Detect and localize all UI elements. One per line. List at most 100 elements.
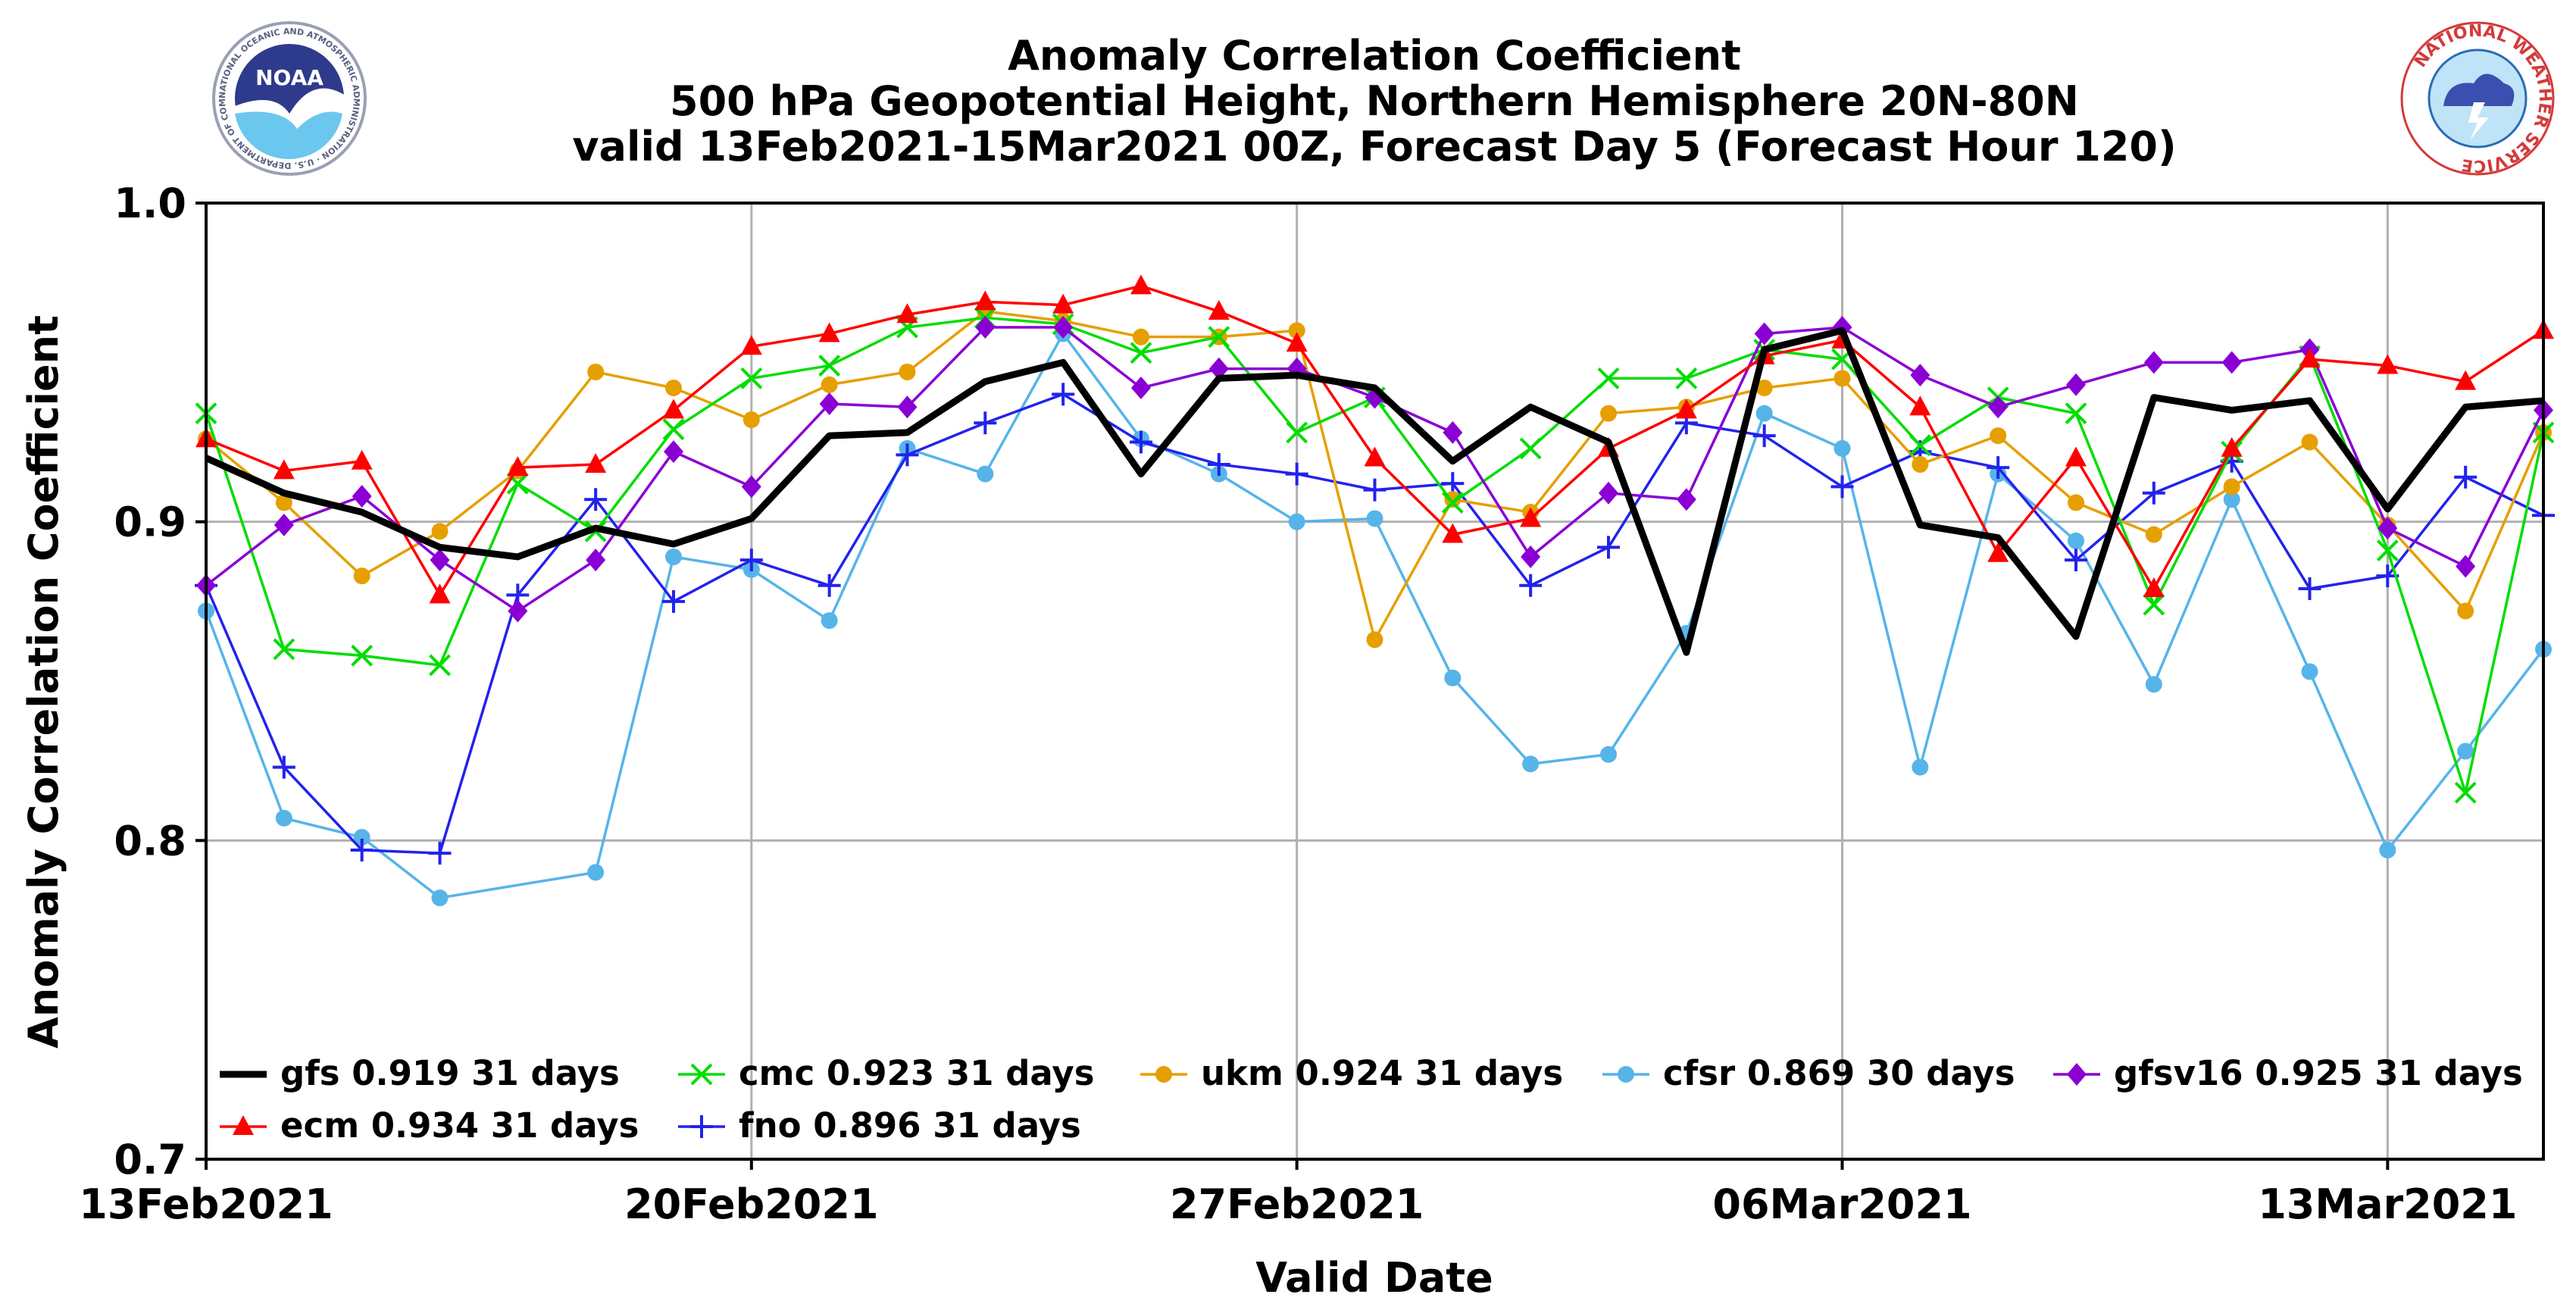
data-point-gfsv16 bbox=[975, 316, 996, 339]
data-point-fno bbox=[1363, 478, 1386, 502]
data-point-cmc bbox=[1519, 437, 1542, 460]
y-axis-label: Anomaly Correlation Coefficient bbox=[20, 315, 67, 1049]
series-line-gfsv16 bbox=[205, 326, 2545, 613]
series-layer bbox=[195, 274, 2555, 907]
data-point-ukm bbox=[1288, 322, 1305, 339]
data-point-ecm bbox=[1130, 274, 1152, 295]
x-tick-label: 20Feb2021 bbox=[624, 1180, 878, 1228]
data-point-ukm bbox=[821, 376, 838, 393]
data-point-gfsv16 bbox=[2377, 517, 2398, 540]
legend-label-ukm: ukm 0.924 31 days bbox=[1201, 1053, 1563, 1093]
data-point-cmc bbox=[1597, 367, 1620, 389]
legend-label-cmc: cmc 0.923 31 days bbox=[739, 1053, 1095, 1093]
data-point-cfsr bbox=[1522, 755, 1540, 773]
data-point-ecm bbox=[1208, 300, 1230, 320]
data-point-gfsv16 bbox=[1599, 481, 1618, 505]
data-point-ukm bbox=[1366, 631, 1383, 649]
legend-label-fno: fno 0.896 31 days bbox=[739, 1105, 1081, 1146]
data-point-gfsv16 bbox=[2221, 351, 2242, 374]
data-point-fno bbox=[1207, 452, 1230, 476]
data-point-fno bbox=[1830, 475, 1854, 499]
data-point-ukm bbox=[2145, 526, 2162, 543]
data-point-cfsr bbox=[1288, 513, 1305, 530]
data-point-ecm bbox=[740, 335, 762, 355]
data-point-ukm bbox=[2223, 478, 2240, 496]
data-point-gfsv16 bbox=[430, 549, 450, 572]
data-point-cmc bbox=[1208, 326, 1230, 349]
legend-label-cfsr: cfsr 0.869 30 days bbox=[1663, 1053, 2015, 1093]
data-point-gfsv16 bbox=[1208, 357, 1229, 380]
data-point-cfsr bbox=[1834, 439, 1851, 457]
data-point-cfsr bbox=[977, 465, 994, 483]
data-point-cmc bbox=[740, 367, 763, 389]
data-point-gfsv16 bbox=[819, 392, 839, 416]
data-point-ecm bbox=[273, 459, 295, 480]
data-point-fno bbox=[584, 488, 608, 511]
data-point-cmc bbox=[429, 654, 451, 677]
data-point-ukm bbox=[899, 363, 916, 380]
x-tick-label: 13Feb2021 bbox=[79, 1180, 333, 1228]
data-point-cfsr bbox=[2145, 676, 2162, 693]
data-point-cmc bbox=[2143, 593, 2165, 616]
data-point-ecm bbox=[663, 399, 684, 419]
data-point-ecm bbox=[2221, 436, 2243, 457]
data-point-ecm bbox=[1286, 332, 1308, 352]
data-point-fno bbox=[739, 549, 763, 572]
data-point-ecm bbox=[1909, 395, 1931, 416]
data-point-cfsr bbox=[2068, 532, 2084, 549]
data-point-cmc bbox=[351, 644, 374, 667]
data-point-cfsr bbox=[2301, 663, 2318, 680]
data-point-cfsr bbox=[275, 809, 292, 827]
data-point-gfsv16 bbox=[1910, 364, 1930, 387]
data-point-fno bbox=[1752, 424, 1776, 448]
data-point-ecm bbox=[2299, 348, 2321, 368]
data-point-ukm bbox=[2068, 494, 2084, 511]
data-point-ukm bbox=[1755, 379, 1773, 396]
data-point-ecm bbox=[974, 290, 996, 311]
data-point-ukm bbox=[275, 494, 292, 511]
data-point-fno bbox=[2142, 481, 2165, 505]
x-tick-label: 27Feb2021 bbox=[1170, 1180, 1424, 1228]
legend-item-gfs: gfs 0.919 31 days bbox=[220, 1053, 620, 1093]
legend-item-cfsr: cfsr 0.869 30 days bbox=[1602, 1053, 2015, 1093]
data-point-ecm bbox=[2377, 354, 2399, 374]
data-point-fno bbox=[1987, 456, 2010, 480]
data-point-ukm bbox=[1133, 328, 1149, 345]
data-point-ukm bbox=[431, 523, 449, 540]
data-point-gfsv16 bbox=[2456, 555, 2476, 578]
data-point-fno bbox=[1597, 536, 1620, 559]
data-point-cfsr bbox=[2457, 742, 2474, 760]
data-point-ecm bbox=[1442, 523, 1464, 543]
noaa-logo-text: NOAA bbox=[255, 65, 324, 90]
data-point-cfsr bbox=[2379, 841, 2396, 858]
data-point-gfsv16 bbox=[1754, 322, 1774, 345]
data-point-ukm bbox=[1834, 370, 1851, 387]
nws-logo: NATIONAL WEATHER SERVICE bbox=[2400, 21, 2555, 176]
data-point-fno bbox=[1441, 472, 1465, 496]
data-point-gfsv16 bbox=[508, 599, 528, 623]
series-line-gfs bbox=[205, 327, 2544, 656]
data-point-cmc bbox=[1909, 434, 1931, 457]
data-point-ukm bbox=[1600, 405, 1617, 422]
data-point-gfsv16 bbox=[1676, 488, 1696, 511]
data-point-ukm bbox=[665, 379, 682, 396]
data-point-cfsr bbox=[587, 864, 605, 881]
data-point-fno bbox=[662, 589, 685, 613]
data-point-fno bbox=[1285, 462, 1308, 486]
data-point-fno bbox=[2454, 465, 2478, 489]
data-point-cfsr bbox=[665, 548, 682, 565]
data-point-cfsr bbox=[431, 889, 449, 907]
data-point-gfsv16 bbox=[2066, 373, 2086, 396]
data-point-fno bbox=[272, 755, 295, 779]
data-point-ukm bbox=[587, 363, 605, 380]
legend-marker-cmc bbox=[690, 1063, 713, 1086]
data-point-gfsv16 bbox=[352, 485, 372, 508]
legend-marker-fno bbox=[690, 1115, 713, 1138]
data-point-gfsv16 bbox=[1521, 545, 1541, 568]
data-point-fno bbox=[896, 443, 919, 467]
data-point-fno bbox=[1130, 430, 1152, 454]
chart-title: Anomaly Correlation Coefficient 500 hPa … bbox=[572, 32, 2176, 170]
data-point-cfsr bbox=[353, 829, 370, 846]
data-point-ecm bbox=[1364, 446, 1386, 467]
